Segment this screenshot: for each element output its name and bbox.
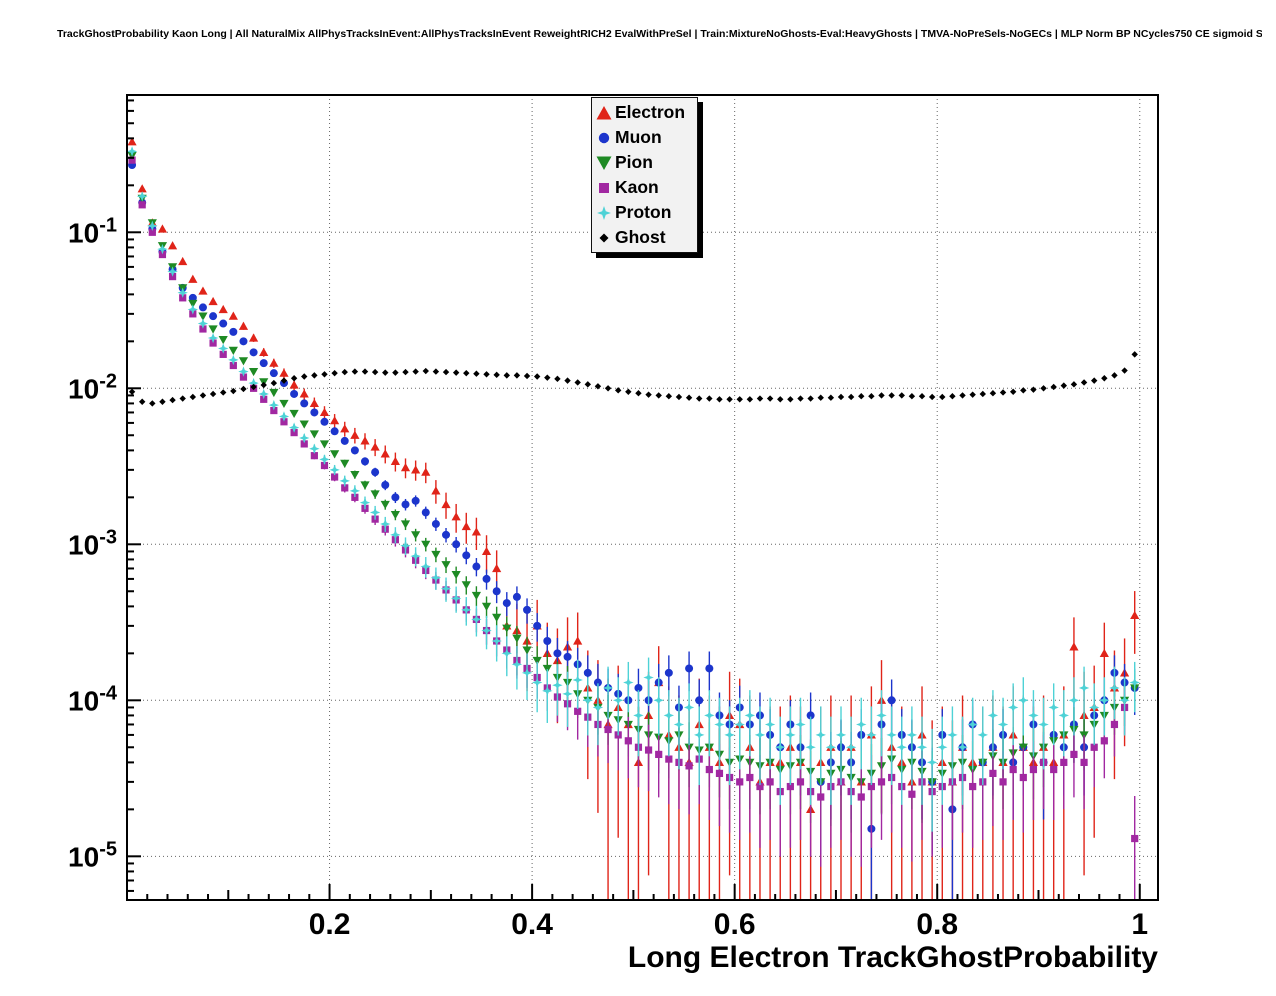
kaon-square-icon: [599, 182, 609, 193]
svg-text:10-3: 10-3: [68, 526, 117, 560]
x-axis-title: Long Electron TrackGhostProbability: [628, 941, 1158, 974]
svg-text:0.4: 0.4: [511, 908, 553, 941]
series-muon: [128, 160, 1139, 900]
y-tick-labels: 10-1 10-2 10-3 10-4 10-5: [68, 214, 118, 872]
axes-ticks: [127, 99, 1141, 900]
legend-label-proton: Proton: [615, 202, 672, 222]
svg-text:0.6: 0.6: [714, 908, 756, 941]
ghost-diamond-icon: [599, 233, 609, 242]
svg-text:1: 1: [1131, 908, 1148, 941]
series-pion: [127, 152, 1140, 840]
electron-triangle-icon: [596, 105, 612, 119]
legend-label-muon: Muon: [615, 127, 662, 147]
data-series: [127, 137, 1140, 900]
plot-title: TrackGhostProbability Kaon Long | All Na…: [57, 28, 1262, 40]
svg-text:10-2: 10-2: [68, 370, 117, 404]
legend-entry-electron: Electron: [594, 100, 697, 125]
legend-label-pion: Pion: [615, 152, 653, 172]
pion-triangle-down-icon: [596, 156, 612, 170]
legend-entry-kaon: Kaon: [594, 175, 697, 200]
svg-text:10-1: 10-1: [68, 214, 117, 248]
legend-entry-ghost: Ghost: [594, 225, 697, 250]
legend-label-electron: Electron: [615, 102, 686, 122]
series-proton: [127, 146, 1140, 832]
legend-entry-proton: Proton: [594, 200, 697, 225]
svg-text:10-5: 10-5: [68, 838, 117, 872]
svg-text:0.8: 0.8: [916, 908, 958, 941]
svg-text:10-4: 10-4: [68, 682, 118, 716]
series-ghost: [128, 351, 1138, 407]
legend-label-ghost: Ghost: [615, 227, 666, 247]
legend-label-kaon: Kaon: [615, 177, 659, 197]
legend[interactable]: Electron Muon Pion Kaon Proton: [591, 97, 698, 253]
legend-entry-pion: Pion: [594, 150, 697, 175]
proton-star-icon: [597, 205, 611, 220]
series-kaon: [128, 156, 1139, 900]
x-tick-labels: 0.2 0.4 0.6 0.8 1: [309, 908, 1148, 941]
plot-frame: [126, 94, 1159, 901]
legend-entry-muon: Muon: [594, 125, 697, 150]
muon-circle-icon: [598, 132, 610, 143]
svg-text:0.2: 0.2: [309, 908, 351, 941]
series-electron: [127, 137, 1140, 900]
